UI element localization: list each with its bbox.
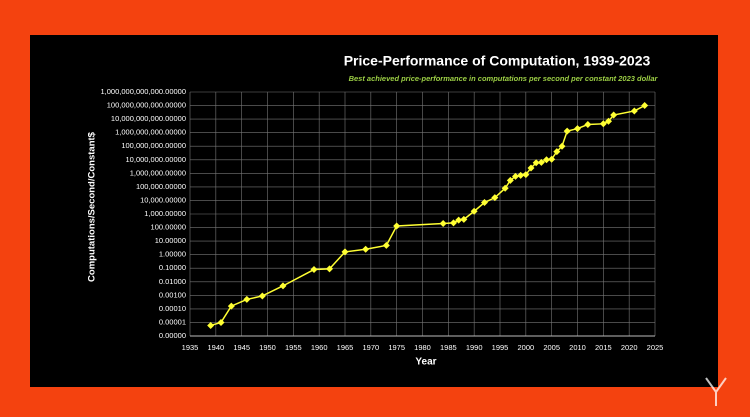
marker — [362, 245, 370, 253]
marker — [227, 302, 235, 310]
marker — [574, 125, 581, 133]
marker — [532, 159, 540, 167]
x-tick-label: 1990 — [466, 343, 483, 352]
x-tick-label: 2025 — [647, 343, 664, 352]
marker — [217, 318, 225, 326]
x-tick-label: 1955 — [285, 343, 302, 352]
marker — [543, 156, 550, 164]
x-tick-label: 2000 — [517, 343, 534, 352]
x-tick-label: 1960 — [311, 343, 328, 352]
marker — [258, 292, 266, 300]
marker — [630, 107, 638, 115]
marker — [501, 184, 509, 192]
x-tick-label: 1995 — [492, 343, 509, 352]
x-tick-label: 2015 — [595, 343, 612, 352]
y-tick-label: 10,000,000,000.00000 — [111, 114, 186, 123]
y-tick-label: 100,000,000,000.00000 — [107, 101, 186, 110]
y-tick-label: 1,000.00000 — [144, 209, 186, 218]
y-tick-label: 0.10000 — [159, 263, 186, 272]
marker — [548, 155, 556, 163]
marker — [393, 222, 401, 230]
x-tick-label: 1950 — [259, 343, 276, 352]
y-tick-label: 100,000,000.00000 — [121, 141, 186, 150]
x-tick-label: 1985 — [440, 343, 457, 352]
marker — [563, 127, 571, 135]
marker — [553, 148, 561, 156]
x-tick-label: 1935 — [182, 343, 199, 352]
y-tick-label: 100.00000 — [151, 223, 186, 232]
y-tick-label: 1,000,000,000,000.00000 — [101, 87, 187, 96]
marker — [455, 216, 463, 224]
chart-title: Price-Performance of Computation, 1939-2… — [344, 53, 651, 69]
x-tick-label: 1940 — [207, 343, 224, 352]
marker — [512, 172, 519, 180]
plot: 0.00000 0.00001 0.00010 0.00100 0.01000 0.100… — [101, 87, 664, 352]
x-tick-label: 1965 — [337, 343, 354, 352]
y-tick-label: 10,000.00000 — [140, 195, 186, 204]
marker — [517, 171, 525, 179]
y-tick-label: 1.00000 — [159, 250, 186, 259]
y-tick-label: 1,000,000.00000 — [130, 168, 186, 177]
marker — [491, 194, 499, 202]
x-tick-label: 1945 — [233, 343, 250, 352]
marker — [326, 265, 333, 273]
y-tick-label: 0.00100 — [159, 290, 186, 299]
x-tick-label: 2005 — [543, 343, 560, 352]
logo — [705, 377, 727, 406]
marker — [605, 117, 612, 125]
y-tick-label: 0.00000 — [159, 331, 186, 340]
marker — [382, 241, 390, 249]
marker — [460, 215, 468, 223]
marker — [610, 111, 618, 119]
x-tick-label: 1980 — [414, 343, 431, 352]
y-tick-label: 1,000,000,000.00000 — [115, 128, 186, 137]
x-tick-label: 1975 — [388, 343, 405, 352]
marker — [310, 266, 318, 274]
marker — [450, 219, 457, 227]
marker — [506, 176, 514, 184]
marker — [584, 121, 592, 129]
marker — [439, 219, 447, 227]
marker — [243, 295, 251, 303]
marker — [558, 142, 566, 150]
x-axis-label: Year — [415, 357, 436, 368]
marker — [279, 282, 287, 290]
marker — [527, 164, 535, 172]
y-axis-label: Computations/Second/Constant$ — [87, 131, 98, 282]
marker — [537, 158, 545, 166]
y-tick-label: 100,000.00000 — [136, 182, 186, 191]
marker — [341, 248, 349, 256]
marker — [481, 199, 488, 207]
x-tick-label: 2020 — [621, 343, 638, 352]
y-tick-label: 0.00010 — [159, 304, 186, 313]
y-tick-label: 0.00001 — [159, 317, 186, 326]
x-tick-label: 1970 — [362, 343, 379, 352]
marker — [470, 207, 478, 215]
marker — [599, 120, 607, 128]
x-tick-label: 2010 — [569, 343, 586, 352]
y-tick-label: 10,000,000.00000 — [126, 155, 186, 164]
marker — [522, 171, 530, 179]
marker — [641, 102, 649, 110]
marker — [207, 321, 215, 329]
y-tick-label: 0.01000 — [159, 277, 186, 286]
chart-subtitle: Best achieved price-performance in compu… — [349, 74, 659, 83]
y-tick-label: 10.00000 — [155, 236, 186, 245]
